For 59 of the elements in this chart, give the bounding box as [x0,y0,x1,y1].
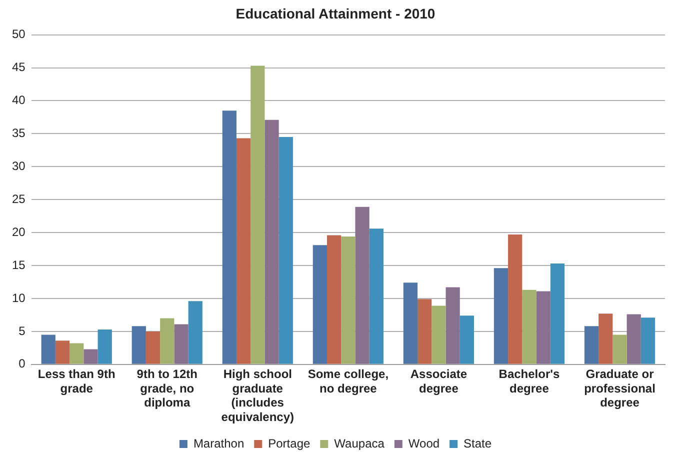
x-tick-label: Graduate or professional degree [584,366,656,410]
y-tick-label: 35 [12,126,26,140]
bar [236,138,251,364]
bar [494,268,508,364]
y-tick-label: 0 [18,356,26,371]
bar [174,324,188,364]
legend-label: Waupaca [334,436,385,450]
bar [626,314,641,364]
y-tick-label: 40 [12,93,26,108]
bar [70,343,84,364]
y-tick-label: 20 [12,224,26,239]
bar [432,306,446,364]
bar [312,245,327,364]
bar [160,318,174,364]
x-tick-label: Less than 9th grade [38,366,116,396]
bar [536,291,550,364]
bar [550,264,565,364]
bar [403,282,418,364]
y-tick-label: 45 [12,60,26,74]
bar [264,120,279,364]
x-tick-label: High school graduate (includes equivalency) [221,366,294,424]
y-tick-label: 30 [12,158,26,173]
bar [598,314,613,364]
bar [612,334,627,364]
bar [98,329,112,364]
legend-label: State [464,436,492,450]
bar [84,349,98,364]
bar [55,340,70,364]
bar [146,331,160,364]
bar [222,110,236,364]
bar [355,206,370,364]
y-tick-label: 10 [12,290,26,305]
y-tick-label: 5 [18,324,26,338]
bar [446,287,460,364]
x-tick-label: Associate degree [410,366,468,396]
bar [460,316,474,364]
y-tick-label: 50 [12,27,26,42]
bar [508,234,522,364]
x-tick-label: Some college, no degree [308,366,389,396]
bar [326,235,342,364]
bar [584,326,599,364]
bar [250,66,265,364]
bar [418,299,432,364]
bar [188,301,202,364]
bar [278,136,293,364]
y-tick-label: 25 [12,192,26,206]
bar [369,228,384,364]
chart-title: Educational Attainment - 2010 [236,5,436,22]
legend-label: Portage [268,436,310,450]
legend-label: Wood [408,436,440,450]
legend-label: Marathon [193,436,244,450]
bar [132,326,146,364]
bar [522,290,536,364]
x-tick-label: 9th to 12th grade, no diploma [136,366,198,410]
bar [640,318,656,364]
bar [341,236,356,364]
x-tick-label: Bachelor's degree [498,366,560,396]
y-tick-label: 15 [12,258,26,272]
bar [41,334,56,364]
